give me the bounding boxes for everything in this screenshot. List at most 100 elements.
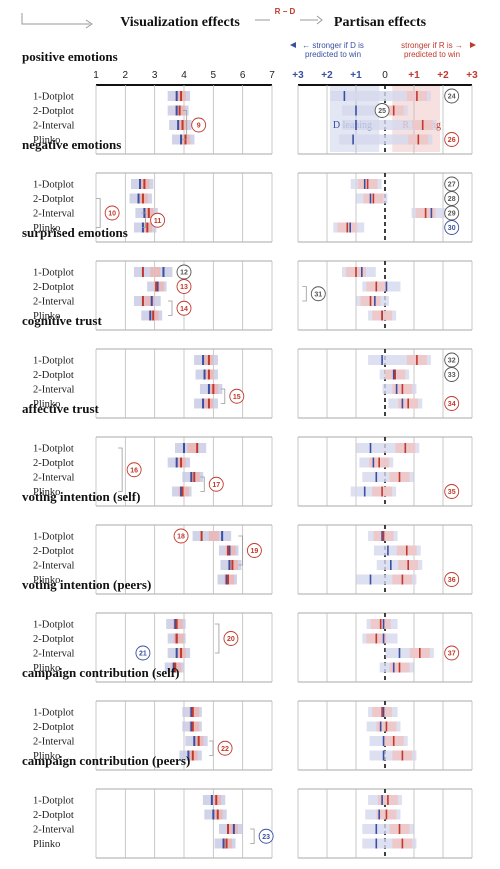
annotation-number: 15 xyxy=(233,394,241,401)
annotation-circle xyxy=(150,212,166,228)
condition-label: 1-Dotplot xyxy=(33,620,74,631)
panel-title: surprised emotions xyxy=(22,225,128,240)
annotation-circle xyxy=(374,103,390,118)
right-tick-label: +1 xyxy=(350,70,362,81)
condition-label: 2-Dotplot xyxy=(33,106,74,117)
right-tick-label: 0 xyxy=(382,70,388,81)
right-tick-label: +2 xyxy=(321,70,333,81)
viz-interval-inner xyxy=(208,531,219,541)
condition-label: 2-Dotplot xyxy=(33,370,74,381)
left-tick-label: 1 xyxy=(93,70,99,81)
annotation-bracket xyxy=(200,476,205,492)
condition-label: 2-Interval xyxy=(33,649,74,660)
annotation-circle xyxy=(444,484,460,499)
par-interval-outer xyxy=(362,838,417,849)
annotation-bracket xyxy=(96,198,101,228)
left-tick-label: 2 xyxy=(123,70,129,81)
header-bracket-line xyxy=(21,13,90,25)
viz-interval-inner xyxy=(171,662,182,673)
annotation-number: 23 xyxy=(262,834,270,841)
par-interval-outer xyxy=(385,648,434,658)
condition-label: 2-Dotplot xyxy=(33,194,74,205)
annotation-circle xyxy=(444,205,460,221)
annotation-bracket xyxy=(168,300,173,316)
annotation-number: 33 xyxy=(448,372,456,379)
annotation-circle xyxy=(217,740,233,756)
par-interval-outer xyxy=(356,574,417,585)
par-interval-outer xyxy=(339,134,433,145)
annotation-circle xyxy=(444,176,460,192)
r-legend-line2: predicted to win xyxy=(404,50,460,59)
condition-label: 2-Dotplot xyxy=(33,282,74,293)
condition-label: 1-Dotplot xyxy=(33,180,74,191)
condition-label: 1-Dotplot xyxy=(33,268,74,279)
annotation-number: 26 xyxy=(448,137,456,144)
annotation-circle xyxy=(176,264,192,280)
annotation-number: 34 xyxy=(448,401,456,408)
condition-label: 2-Interval xyxy=(33,561,74,572)
viz-interval-inner xyxy=(189,721,200,732)
panel-title: campaign contribution (peers) xyxy=(22,753,190,768)
condition-label: 2-Interval xyxy=(33,121,74,132)
panel-title: negative emotions xyxy=(22,137,121,152)
annotation-circle xyxy=(135,645,151,661)
condition-label: 2-Dotplot xyxy=(33,634,74,645)
annotation-number: 37 xyxy=(448,651,456,658)
panels: positive emotions 1-Dotplot 2-Dotplot 2-Int… xyxy=(22,49,473,859)
left-title: Visualization effects xyxy=(120,15,240,30)
rd-label: R − D xyxy=(275,7,296,16)
par-interval-outer xyxy=(342,120,437,130)
annotation-circle xyxy=(246,543,262,558)
par-interval-outer xyxy=(362,824,414,834)
par-interval-outer xyxy=(356,443,420,453)
annotation-circle xyxy=(444,572,460,587)
condition-label: Plinko xyxy=(33,399,60,410)
annotation-circle xyxy=(444,367,460,382)
condition-label: 1-Dotplot xyxy=(33,708,74,719)
condition-label: Plinko xyxy=(33,575,60,586)
panel-title: voting intention (peers) xyxy=(22,577,151,592)
right-tick-label: +1 xyxy=(408,70,420,81)
annotation-circle xyxy=(104,205,120,221)
viz-interval-inner xyxy=(189,707,200,717)
viz-interval-inner xyxy=(150,267,161,277)
condition-label: 2-Interval xyxy=(33,825,74,836)
annotation-number: 13 xyxy=(180,284,188,291)
panel-voting-intention-self-: voting intention (self) 1-Dotplot 2-Dotplo… xyxy=(22,489,473,595)
annotation-circle xyxy=(444,352,460,368)
annotation-number: 9 xyxy=(197,123,201,130)
annotation-circle xyxy=(444,396,460,411)
viz-interval-inner xyxy=(173,633,184,644)
d-legend-line2: predicted to win xyxy=(305,50,361,59)
right-title: Partisan effects xyxy=(334,15,427,30)
annotation-number: 19 xyxy=(251,548,259,555)
right-tick-label: +2 xyxy=(437,70,449,81)
annotation-number: 36 xyxy=(448,577,456,584)
viz-interval-inner xyxy=(187,443,198,453)
header-arrow-icon xyxy=(85,19,93,29)
annotation-circle xyxy=(126,462,142,478)
condition-label: 2-Interval xyxy=(33,385,74,396)
annotation-number: 14 xyxy=(180,306,188,313)
annotation-circle xyxy=(208,476,224,492)
rd-connector xyxy=(255,15,323,25)
annotation-bracket xyxy=(141,212,146,228)
annotation-bracket xyxy=(302,286,307,302)
left-tick-label: 7 xyxy=(269,70,275,81)
panel-title: campaign contribution (self) xyxy=(22,665,179,680)
par-interval-outer xyxy=(368,355,431,365)
left-arrow-icon xyxy=(290,42,296,48)
left-tick-label: 4 xyxy=(181,70,187,81)
condition-label: Plinko xyxy=(33,839,60,850)
viz-interval-inner xyxy=(172,619,183,629)
annotation-number: 21 xyxy=(139,651,147,658)
condition-label: Plinko xyxy=(33,135,60,146)
annotation-circle xyxy=(310,286,326,302)
panel-voting-intention-peers-: voting intention (peers) 1-Dotplot 2-Dotpl… xyxy=(22,577,473,683)
condition-label: 1-Dotplot xyxy=(33,796,74,807)
d-legend-line1: ← stronger if D is xyxy=(302,41,364,50)
annotation-circle xyxy=(176,279,192,294)
condition-label: Plinko xyxy=(33,663,60,674)
condition-label: Plinko xyxy=(33,487,60,498)
